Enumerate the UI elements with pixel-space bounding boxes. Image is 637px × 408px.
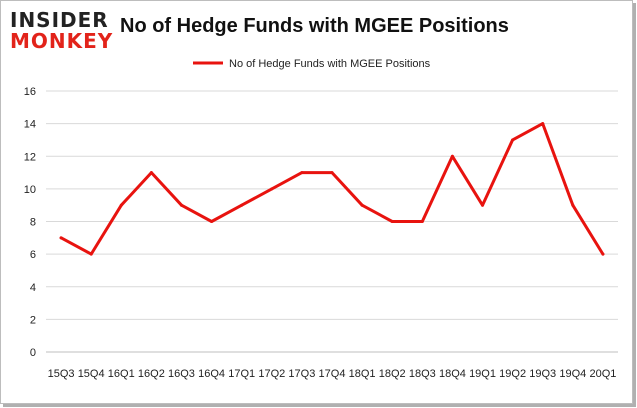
data-point [571,203,575,207]
x-tick-label: 16Q3 [168,368,195,380]
data-point [179,203,183,207]
data-point [300,171,304,175]
x-tick-label: 16Q4 [198,368,225,380]
y-tick-label: 14 [24,119,36,131]
x-tick-label: 18Q4 [439,368,466,380]
y-axis: 0 2 4 6 8 10 12 14 16 [24,86,36,359]
gridlines [46,90,618,353]
data-point [541,122,545,126]
x-tick-label: 17Q1 [228,368,255,380]
chart-title: No of Hedge Funds with MGEE Positions [120,15,509,37]
data-point [601,252,605,256]
x-tick-label: 16Q1 [108,368,135,380]
legend: No of Hedge Funds with MGEE Positions [193,58,431,70]
data-point [481,203,485,207]
x-tick-label: 16Q2 [138,368,165,380]
data-point [119,203,123,207]
x-tick-label: 18Q2 [379,368,406,380]
data-point [511,138,515,142]
series-layer [59,122,605,256]
x-tick-label: 15Q3 [48,368,75,380]
y-tick-label: 2 [30,314,36,326]
x-tick-label: 17Q3 [288,368,315,380]
y-tick-label: 16 [24,86,36,98]
logo-line1: INSIDER [10,8,109,32]
x-tick-label: 19Q2 [499,368,526,380]
x-axis: 15Q3 15Q4 16Q1 16Q2 16Q3 16Q4 17Q1 17Q2 17Q3 17Q4… [48,368,617,380]
x-tick-label: 19Q4 [559,368,586,380]
x-tick-label: 18Q1 [349,368,376,380]
data-point [330,171,334,175]
y-tick-label: 10 [24,184,36,196]
x-tick-label: 17Q4 [319,368,346,380]
x-tick-label: 15Q4 [78,368,105,380]
y-tick-label: 12 [24,151,36,163]
data-point [89,252,93,256]
data-point [59,236,63,240]
legend-label: No of Hedge Funds with MGEE Positions [229,58,431,70]
x-tick-label: 19Q3 [529,368,556,380]
data-point [210,220,214,223]
y-tick-label: 8 [30,217,36,229]
insider-monkey-logo: INSIDER MONKEY [10,8,114,54]
y-tick-label: 6 [30,249,36,261]
data-point [240,203,244,207]
x-tick-label: 19Q1 [469,368,496,380]
x-tick-label: 17Q2 [258,368,285,380]
x-tick-label: 18Q3 [409,368,436,380]
data-point [390,220,394,223]
data-point [360,203,364,207]
x-tick-label: 20Q1 [589,368,616,380]
data-point [270,187,274,191]
data-point [149,171,153,175]
y-tick-label: 0 [30,347,36,359]
logo-line2: MONKEY [10,29,114,53]
y-tick-label: 4 [30,282,36,294]
data-point [450,154,454,158]
data-point [420,220,424,223]
